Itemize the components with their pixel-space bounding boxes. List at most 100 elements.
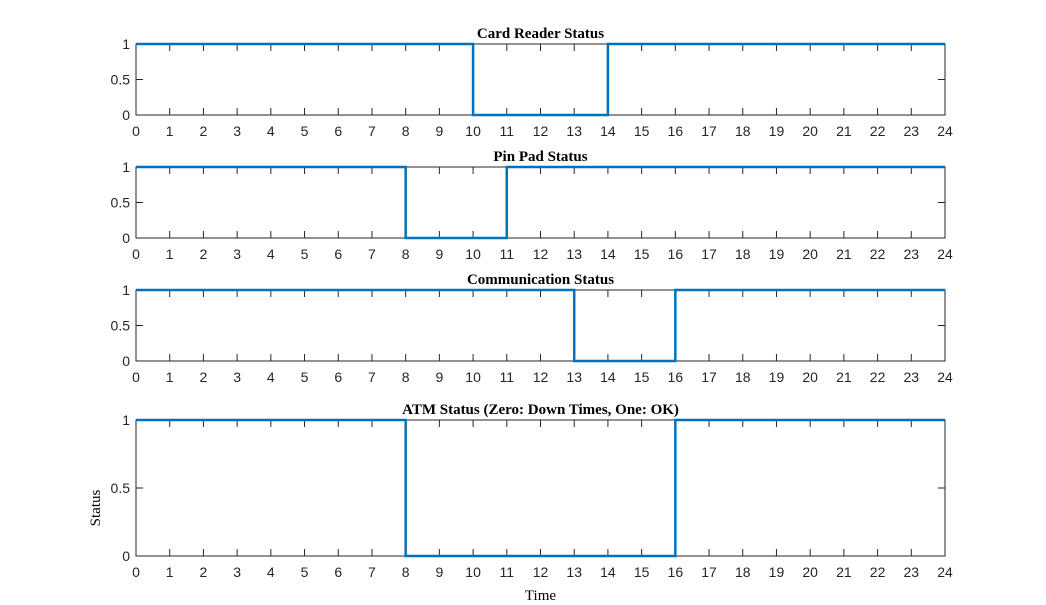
- x-tick-label: 9: [435, 123, 443, 139]
- x-tick-label: 0: [132, 564, 140, 580]
- x-tick-label: 22: [870, 246, 886, 262]
- x-tick-label: 19: [769, 123, 785, 139]
- y-tick-label: 0: [122, 230, 130, 246]
- x-tick-label: 12: [533, 564, 549, 580]
- x-tick-label: 17: [701, 369, 717, 385]
- x-tick-label: 7: [368, 369, 376, 385]
- x-tick-label: 10: [465, 246, 481, 262]
- x-tick-label: 10: [465, 564, 481, 580]
- x-tick-label: 10: [465, 369, 481, 385]
- x-tick-label: 11: [500, 246, 515, 262]
- x-tick-label: 23: [904, 564, 920, 580]
- subplot-4: 0 1 2 3 4 5 6 7 8 9 10 11 12 13 14 15 16 17 18 19 20 21 22 23 24…: [88, 402, 953, 604]
- x-tick-label: 1: [166, 123, 174, 139]
- x-tick-label: 13: [566, 246, 582, 262]
- x-tick-label: 19: [769, 246, 785, 262]
- x-tick-label: 23: [904, 369, 920, 385]
- x-tick-label: 7: [368, 246, 376, 262]
- x-tick-label: 19: [769, 369, 785, 385]
- x-tick-label: 18: [735, 369, 751, 385]
- x-tick-label: 11: [500, 564, 515, 580]
- subplot-2: 0 1 2 3 4 5 6 7 8 9 10 11 12 13 14 15 16 17 18 19 20 21 22 23 24…: [111, 149, 953, 262]
- x-tick-label: 0: [132, 369, 140, 385]
- x-tick-label: 24: [937, 123, 953, 139]
- subplot-title: Pin Pad Status: [493, 149, 587, 165]
- y-tick-label: 1: [122, 159, 130, 175]
- x-tick-label: 22: [870, 564, 886, 580]
- x-tick-label: 6: [334, 564, 342, 580]
- x-tick-label: 24: [937, 369, 953, 385]
- subplot-title: ATM Status (Zero: Down Times, One: OK): [402, 402, 679, 418]
- x-tick-label: 20: [802, 564, 818, 580]
- x-tick-label: 2: [200, 246, 208, 262]
- x-tick-label: 3: [233, 123, 241, 139]
- x-tick-label: 16: [668, 123, 684, 139]
- x-tick-label: 9: [435, 246, 443, 262]
- x-tick-label: 20: [802, 369, 818, 385]
- x-tick-label: 2: [200, 564, 208, 580]
- x-tick-label: 16: [668, 369, 684, 385]
- x-tick-label: 23: [904, 123, 920, 139]
- x-tick-label: 14: [600, 246, 616, 262]
- x-tick-label: 21: [836, 369, 852, 385]
- subplot-title: Card Reader Status: [477, 26, 604, 42]
- y-tick-label: 0.5: [111, 480, 131, 496]
- subplot-3: 0 1 2 3 4 5 6 7 8 9 10 11 12 13 14 15 16 17 18 19 20 21 22 23 24…: [111, 272, 953, 385]
- x-tick-label: 21: [836, 564, 852, 580]
- x-tick-label: 5: [301, 369, 309, 385]
- x-tick-label: 2: [200, 123, 208, 139]
- x-tick-label: 9: [435, 369, 443, 385]
- x-tick-label: 22: [870, 123, 886, 139]
- y-tick-label: 0.5: [111, 318, 131, 334]
- x-tick-label: 24: [937, 564, 953, 580]
- subplot-title: Communication Status: [467, 272, 614, 288]
- y-tick-label: 0: [122, 353, 130, 369]
- x-tick-label: 11: [500, 123, 515, 139]
- x-tick-label: 7: [368, 564, 376, 580]
- x-tick-label: 2: [200, 369, 208, 385]
- y-tick-label: 0.5: [111, 195, 131, 211]
- y-tick-label: 0: [122, 548, 130, 564]
- x-tick-label: 4: [267, 564, 275, 580]
- x-tick-label: 14: [600, 564, 616, 580]
- x-tick-label: 1: [166, 564, 174, 580]
- x-tick-label: 3: [233, 369, 241, 385]
- x-tick-label: 22: [870, 369, 886, 385]
- x-tick-label: 0: [132, 123, 140, 139]
- x-tick-label: 20: [802, 123, 818, 139]
- x-tick-label: 8: [402, 123, 410, 139]
- series-line: [136, 288, 945, 363]
- y-tick-label: 1: [122, 282, 130, 298]
- x-tick-label: 24: [937, 246, 953, 262]
- y-axis-label: Status: [88, 490, 104, 527]
- x-tick-label: 1: [166, 369, 174, 385]
- x-tick-label: 4: [267, 246, 275, 262]
- x-tick-label: 13: [566, 564, 582, 580]
- x-tick-label: 18: [735, 564, 751, 580]
- x-tick-label: 6: [334, 246, 342, 262]
- series-line: [136, 42, 945, 117]
- x-tick-label: 19: [769, 564, 785, 580]
- y-tick-label: 0: [122, 107, 130, 123]
- x-tick-label: 8: [402, 246, 410, 262]
- x-tick-label: 14: [600, 123, 616, 139]
- x-axis-label: Time: [525, 588, 556, 604]
- x-tick-label: 6: [334, 369, 342, 385]
- subplot-1: 0 1 2 3 4 5 6 7 8 9 10 11 12 13 14 15 16 17 18 19 20 21 22 23 24…: [111, 26, 953, 139]
- x-tick-label: 11: [500, 369, 515, 385]
- x-tick-label: 8: [402, 369, 410, 385]
- x-tick-label: 12: [533, 246, 549, 262]
- x-tick-label: 10: [465, 123, 481, 139]
- x-tick-label: 15: [634, 246, 650, 262]
- x-tick-label: 5: [301, 123, 309, 139]
- x-tick-label: 6: [334, 123, 342, 139]
- y-tick-label: 1: [122, 412, 130, 428]
- y-tick-label: 1: [122, 36, 130, 52]
- x-tick-label: 4: [267, 369, 275, 385]
- x-tick-label: 8: [402, 564, 410, 580]
- series-line: [136, 165, 945, 240]
- x-tick-label: 5: [301, 246, 309, 262]
- x-tick-label: 16: [668, 246, 684, 262]
